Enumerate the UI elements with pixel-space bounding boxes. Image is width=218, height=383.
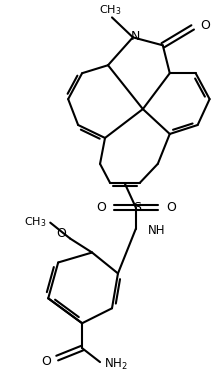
Text: CH$_3$: CH$_3$ — [24, 215, 46, 229]
Text: CH$_3$: CH$_3$ — [99, 3, 121, 17]
Text: NH$_2$: NH$_2$ — [104, 357, 128, 372]
Text: O: O — [56, 227, 66, 240]
Text: O: O — [166, 201, 176, 214]
Text: O: O — [96, 201, 106, 214]
Text: N: N — [131, 30, 141, 43]
Text: O: O — [41, 355, 51, 368]
Text: S: S — [133, 201, 141, 214]
Text: NH: NH — [148, 224, 165, 237]
Text: O: O — [201, 19, 211, 32]
